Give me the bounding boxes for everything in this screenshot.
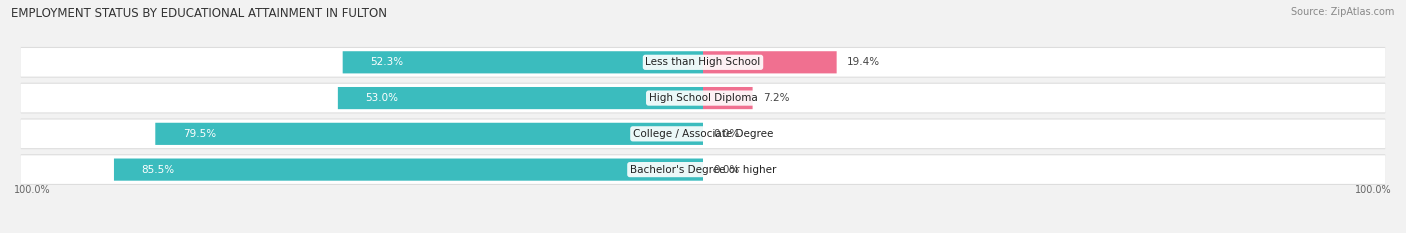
Text: Bachelor's Degree or higher: Bachelor's Degree or higher	[630, 164, 776, 175]
FancyBboxPatch shape	[21, 83, 1385, 113]
Text: EMPLOYMENT STATUS BY EDUCATIONAL ATTAINMENT IN FULTON: EMPLOYMENT STATUS BY EDUCATIONAL ATTAINM…	[11, 7, 387, 20]
Text: 85.5%: 85.5%	[142, 164, 174, 175]
Text: Less than High School: Less than High School	[645, 57, 761, 67]
FancyBboxPatch shape	[21, 155, 1385, 184]
Text: 100.0%: 100.0%	[14, 185, 51, 195]
FancyBboxPatch shape	[337, 87, 703, 109]
Text: 100.0%: 100.0%	[1355, 185, 1392, 195]
FancyBboxPatch shape	[703, 87, 752, 109]
Text: 7.2%: 7.2%	[763, 93, 789, 103]
FancyBboxPatch shape	[21, 84, 1385, 112]
Text: 19.4%: 19.4%	[846, 57, 880, 67]
FancyBboxPatch shape	[21, 47, 1385, 78]
FancyBboxPatch shape	[21, 120, 1385, 148]
Text: High School Diploma: High School Diploma	[648, 93, 758, 103]
Text: 0.0%: 0.0%	[713, 129, 740, 139]
Text: 53.0%: 53.0%	[366, 93, 398, 103]
Text: Source: ZipAtlas.com: Source: ZipAtlas.com	[1291, 7, 1395, 17]
FancyBboxPatch shape	[21, 118, 1385, 149]
Text: 79.5%: 79.5%	[183, 129, 217, 139]
FancyBboxPatch shape	[703, 51, 837, 73]
FancyBboxPatch shape	[114, 158, 703, 181]
Text: 52.3%: 52.3%	[370, 57, 404, 67]
FancyBboxPatch shape	[21, 48, 1385, 77]
Text: College / Associate Degree: College / Associate Degree	[633, 129, 773, 139]
FancyBboxPatch shape	[21, 154, 1385, 185]
FancyBboxPatch shape	[155, 123, 703, 145]
Text: 0.0%: 0.0%	[713, 164, 740, 175]
FancyBboxPatch shape	[343, 51, 703, 73]
